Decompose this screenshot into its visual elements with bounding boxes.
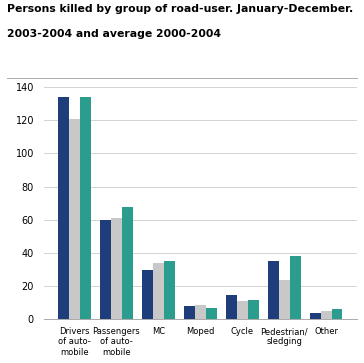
Bar: [122, 207, 132, 319]
Bar: [80, 97, 91, 319]
Bar: [153, 263, 164, 319]
Bar: [321, 311, 332, 319]
Text: 2003-2004 and average 2000-2004: 2003-2004 and average 2000-2004: [7, 29, 221, 39]
Bar: [100, 220, 111, 319]
Bar: [226, 294, 237, 319]
Bar: [206, 308, 217, 319]
Bar: [290, 256, 301, 319]
Bar: [58, 97, 69, 319]
Bar: [248, 299, 258, 319]
Bar: [268, 261, 279, 319]
Bar: [111, 218, 122, 319]
Bar: [164, 261, 175, 319]
Bar: [184, 306, 195, 319]
Bar: [237, 301, 248, 319]
Bar: [279, 280, 290, 319]
Bar: [332, 310, 343, 319]
Text: Persons killed by group of road-user. January-December.: Persons killed by group of road-user. Ja…: [7, 4, 353, 14]
Bar: [195, 305, 206, 319]
Bar: [69, 119, 80, 319]
Bar: [142, 270, 153, 319]
Bar: [310, 313, 321, 319]
